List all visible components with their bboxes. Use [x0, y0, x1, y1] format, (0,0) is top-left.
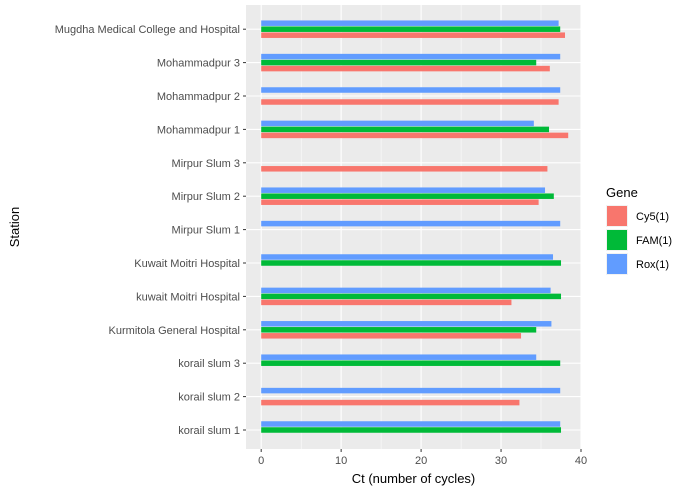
x-tick-label: 40	[575, 455, 587, 467]
category-label: Mirpur Slum 1	[172, 225, 240, 237]
category-label: Mohammadpur 3	[157, 58, 240, 70]
bar	[261, 187, 546, 193]
bar	[261, 220, 561, 227]
bar	[261, 132, 569, 139]
legend-key	[607, 206, 627, 226]
bar	[261, 354, 537, 360]
legend-key	[607, 230, 627, 250]
category-labels: korail slum 1 korail slum 2 korail slum 3 K…	[55, 24, 240, 437]
category-label: Mugdha Medical College and Hospital	[55, 24, 240, 36]
bar	[261, 87, 561, 93]
bar	[261, 166, 548, 172]
bar	[261, 260, 562, 266]
bar	[261, 193, 554, 199]
x-tick-label: 10	[335, 455, 347, 467]
bar	[261, 399, 520, 406]
legend: Gene Cy5(1) FAM(1) Rox(1)	[606, 185, 672, 275]
category-label: Mirpur Slum 2	[172, 191, 240, 203]
category-label: kuwait Moitri Hospital	[136, 291, 240, 303]
bar	[261, 327, 537, 333]
bar	[261, 287, 551, 294]
category-label: korail slum 1	[178, 425, 240, 437]
legend-label: Cy5(1)	[636, 211, 669, 223]
bar	[261, 126, 550, 133]
x-tick-labels: 0 10 20 30 40	[258, 455, 587, 467]
bar	[261, 65, 550, 72]
y-axis-title: Station	[7, 207, 22, 247]
category-label: Kuwait Moitri Hospital	[134, 258, 240, 270]
bar	[261, 199, 539, 205]
bar	[261, 293, 562, 300]
legend-title: Gene	[606, 185, 638, 200]
category-label: korail slum 3	[178, 358, 240, 370]
category-label: Mohammadpur 1	[157, 124, 240, 136]
bar	[261, 333, 522, 339]
bar	[261, 387, 561, 394]
x-tick-label: 30	[495, 455, 507, 467]
legend-label: Rox(1)	[636, 259, 669, 271]
bar	[261, 421, 561, 427]
bar	[261, 53, 561, 60]
x-tick-label: 20	[415, 455, 427, 467]
bars	[261, 20, 569, 433]
bar	[261, 32, 566, 38]
ticks	[243, 28, 582, 452]
bar	[261, 427, 562, 433]
bar	[261, 59, 537, 66]
legend-label: FAM(1)	[636, 235, 672, 247]
bar	[261, 299, 512, 306]
bar	[261, 321, 552, 327]
legend-key	[607, 254, 627, 274]
bar	[261, 26, 561, 32]
bar	[261, 99, 559, 105]
category-label: Mohammadpur 2	[157, 91, 240, 103]
category-label: Mirpur Slum 3	[172, 158, 240, 170]
x-tick-label: 0	[258, 455, 264, 467]
bar	[261, 254, 554, 260]
category-label: Kurmitola General Hospital	[109, 325, 240, 337]
bar	[261, 20, 559, 26]
bar	[261, 120, 534, 127]
panel-background	[246, 5, 581, 449]
category-label: korail slum 2	[178, 392, 240, 404]
x-axis-title: Ct (number of cycles)	[352, 471, 476, 486]
bar	[261, 360, 561, 366]
